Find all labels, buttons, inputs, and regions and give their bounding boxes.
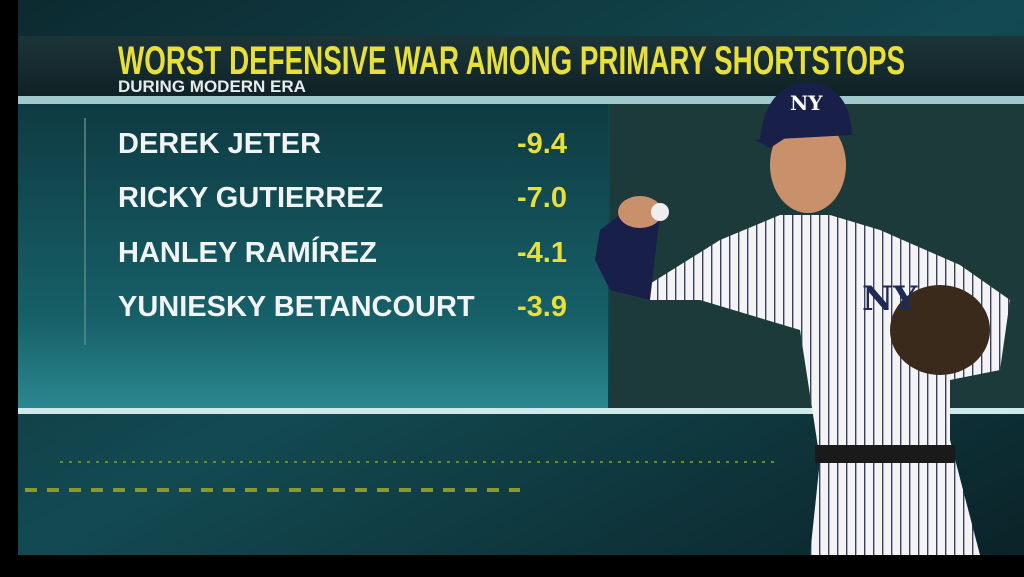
subtitle: DURING MODERN ERA [118, 77, 306, 96]
war-value: -7.0 [517, 182, 567, 214]
title-bar [18, 36, 1024, 96]
war-value: -3.9 [517, 291, 567, 323]
player-name: DEREK JETER [118, 128, 321, 160]
player-photo: NY NY [595, 82, 1010, 555]
war-value: -4.1 [517, 237, 567, 269]
table-panel [18, 104, 608, 410]
svg-text:NY: NY [862, 279, 918, 319]
player-name: YUNIESKY BETANCOURT [118, 291, 475, 323]
player-name: HANLEY RAMÍREZ [118, 235, 377, 269]
player-name: RICKY GUTIERREZ [118, 182, 383, 214]
war-value: -9.4 [517, 128, 567, 160]
title-rule [18, 96, 1024, 104]
title: WORST DEFENSIVE WAR AMONG PRIMARY SHORTS… [118, 39, 905, 83]
svg-text:NY: NY [790, 91, 823, 115]
bottom-rule [18, 408, 1024, 414]
